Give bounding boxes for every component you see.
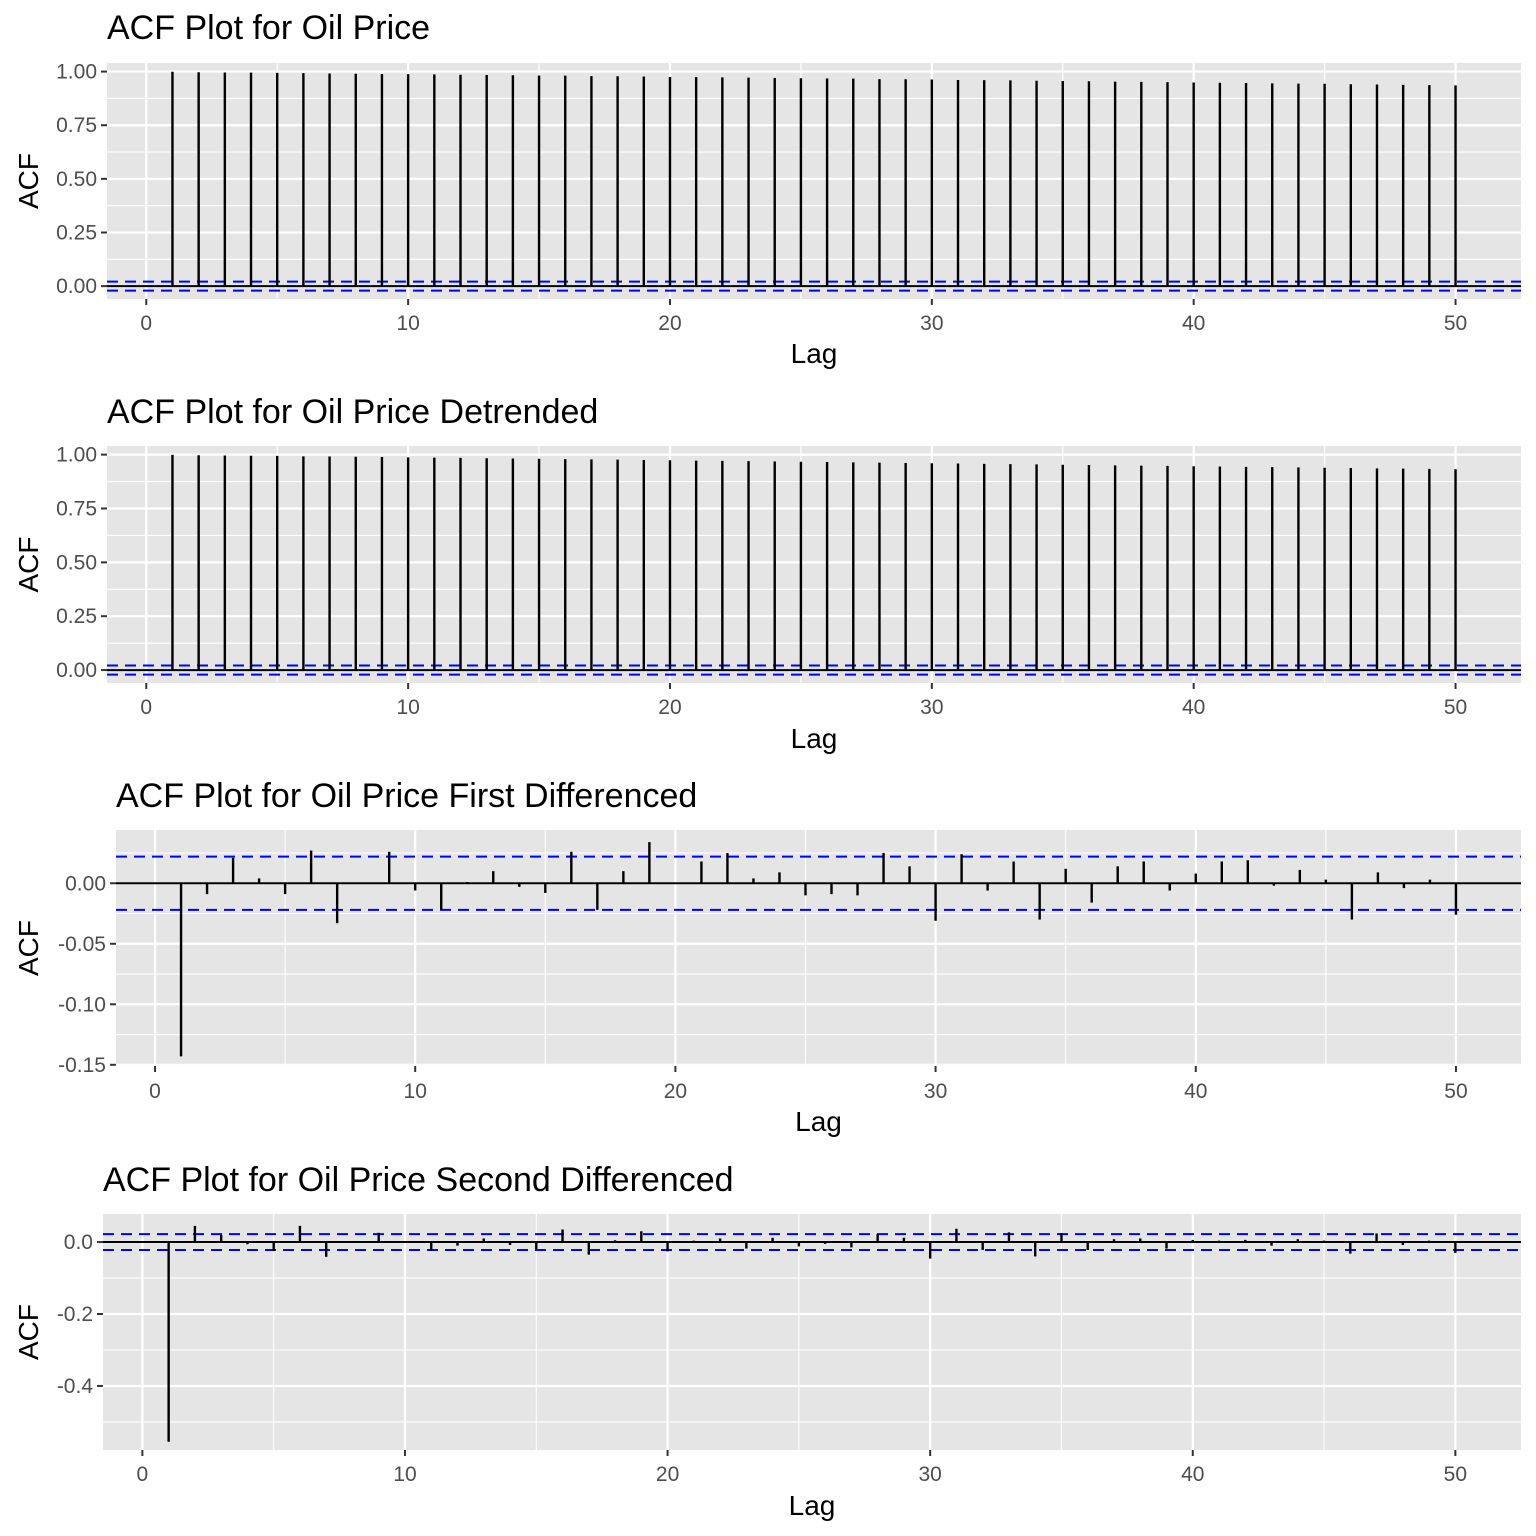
x-tick-label: 50 — [1444, 1463, 1467, 1486]
y-axis-label: ACF — [13, 537, 44, 593]
chart-panel-oil-price-second-differenced: -0.4 -0.2 0.0 0 10 20 30 40 50 ACF Plot for Oil P… — [13, 1161, 1521, 1521]
chart-title: ACF Plot for Oil Price First Differenced — [116, 777, 697, 815]
y-axis-label: ACF — [13, 1304, 44, 1360]
x-tick-label: 10 — [393, 1463, 416, 1486]
x-axis-label: Lag — [795, 1106, 842, 1137]
x-tick-label: 40 — [1184, 1080, 1207, 1103]
y-tick-label: 0.00 — [56, 275, 97, 298]
x-tick-label: 50 — [1444, 312, 1467, 335]
y-tick-label: 0.00 — [56, 659, 97, 682]
y-axis-label: ACF — [13, 920, 44, 976]
x-tick-label: 0 — [140, 696, 152, 719]
y-tick-label: 0.75 — [56, 114, 97, 137]
y-tick-label: -0.4 — [57, 1375, 94, 1398]
x-tick-label: 30 — [920, 312, 943, 335]
y-tick-label: 0.25 — [56, 605, 97, 628]
y-tick-label: -0.2 — [57, 1303, 93, 1326]
x-tick-label: 20 — [664, 1080, 687, 1103]
x-axis-label: Lag — [791, 723, 838, 754]
x-tick-label: 20 — [658, 696, 681, 719]
x-tick-label: 20 — [658, 312, 681, 335]
x-tick-label: 10 — [396, 312, 419, 335]
y-tick-label: 0.00 — [65, 872, 106, 895]
y-tick-label: 0.0 — [64, 1231, 93, 1254]
y-tick-label: 0.25 — [56, 221, 97, 244]
x-tick-label: 40 — [1182, 312, 1205, 335]
x-tick-label: 50 — [1444, 696, 1467, 719]
x-tick-label: 20 — [656, 1463, 679, 1486]
panel-background — [103, 1214, 1521, 1450]
x-tick-label: 50 — [1444, 1080, 1467, 1103]
y-axis-label: ACF — [13, 153, 44, 209]
x-tick-label: 30 — [920, 696, 943, 719]
x-tick-label: 30 — [918, 1463, 941, 1486]
chart-panel-oil-price-first-differenced: -0.15 -0.10 -0.05 0.00 0 10 20 30 40 50 ACF Plot f… — [13, 777, 1521, 1137]
panel-background — [116, 830, 1521, 1066]
x-tick-label: 40 — [1182, 696, 1205, 719]
x-axis-label: Lag — [789, 1490, 836, 1521]
x-tick-label: 0 — [137, 1463, 149, 1486]
y-tick-label: -0.05 — [58, 933, 106, 956]
y-tick-label: 0.75 — [56, 497, 97, 520]
x-tick-label: 0 — [140, 312, 152, 335]
y-tick-label: -0.10 — [58, 993, 106, 1016]
chart-panel-oil-price: 0.00 0.25 0.50 0.75 1.00 0 10 20 30 40 50 ACF Plot … — [13, 9, 1521, 369]
x-axis-label: Lag — [791, 338, 838, 369]
x-tick-label: 10 — [404, 1080, 427, 1103]
x-tick-label: 0 — [149, 1080, 161, 1103]
x-tick-label: 10 — [396, 696, 419, 719]
y-tick-label: 0.50 — [56, 551, 97, 574]
y-tick-label: 0.50 — [56, 168, 97, 191]
x-tick-label: 30 — [924, 1080, 947, 1103]
chart-panel-oil-price-detrended: 0.00 0.25 0.50 0.75 1.00 0 10 20 30 40 50 ACF Plot … — [13, 393, 1521, 754]
chart-title: ACF Plot for Oil Price Second Difference… — [103, 1161, 734, 1199]
y-tick-label: 1.00 — [56, 444, 97, 467]
x-tick-label: 40 — [1181, 1463, 1204, 1486]
chart-title: ACF Plot for Oil Price Detrended — [107, 393, 598, 431]
y-tick-label: 1.00 — [56, 61, 97, 84]
chart-title: ACF Plot for Oil Price — [107, 9, 430, 47]
y-tick-label: -0.15 — [58, 1054, 106, 1077]
